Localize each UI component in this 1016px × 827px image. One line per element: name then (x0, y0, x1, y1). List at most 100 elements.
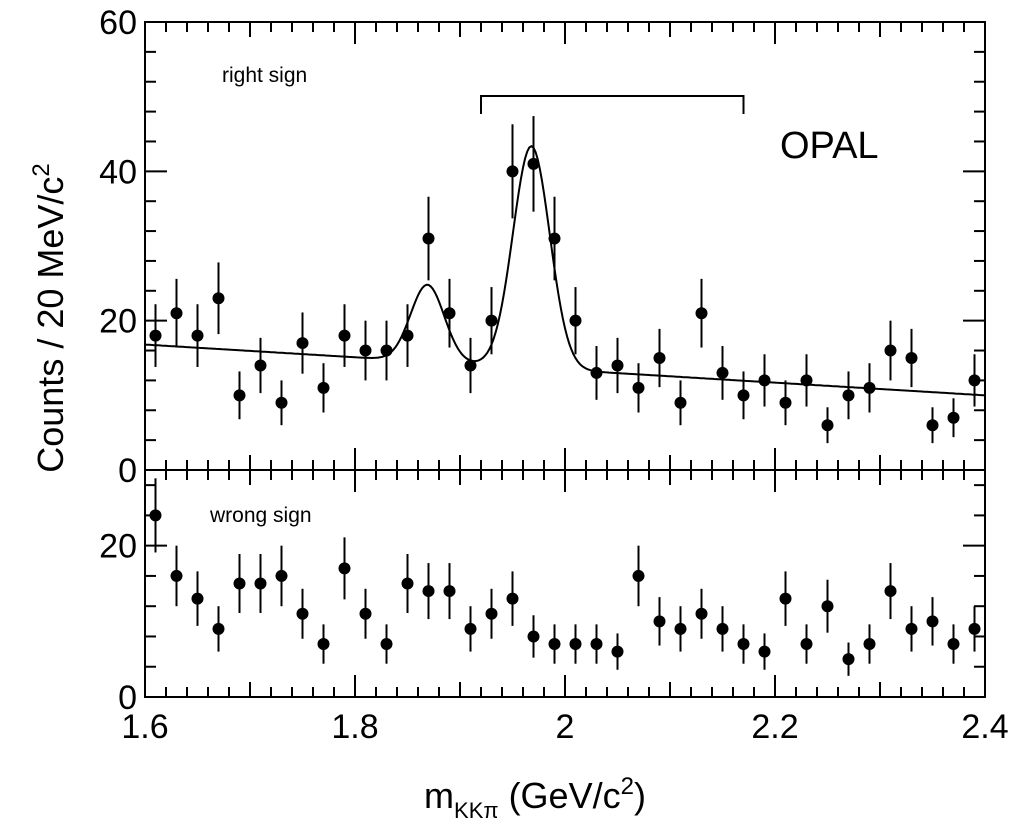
y-tick-label: 0 (118, 452, 137, 490)
y-tick-label: 40 (99, 153, 137, 191)
data-point (170, 569, 183, 582)
data-point (758, 645, 771, 658)
wrong-sign-label: wrong sign (209, 504, 312, 527)
data-point (653, 352, 666, 364)
data-point (359, 607, 372, 620)
axis-titles: Counts / 20 MeV/c2 mKKπ (GeV/c2) (28, 163, 646, 823)
right-sign-label: right sign (222, 64, 307, 87)
data-point (968, 622, 981, 635)
x-axis-title-rest: (GeV/c (499, 775, 621, 816)
data-point (443, 307, 456, 320)
data-point (632, 569, 645, 582)
data-point (842, 389, 855, 402)
panel-frames (144, 21, 986, 698)
data-point (380, 344, 393, 357)
chart-labels: right sign wrong sign OPAL (209, 64, 879, 527)
data-point (716, 622, 729, 635)
data-point (296, 337, 309, 350)
x-tick-label: 1.6 (121, 708, 168, 746)
data-point (275, 569, 288, 582)
data-point (191, 592, 204, 605)
x-tick-label: 1.8 (331, 708, 378, 746)
data-point (569, 638, 582, 651)
data-point (842, 653, 855, 666)
data-point (296, 607, 309, 620)
x-tick-label: 2 (556, 708, 575, 746)
data-point (695, 307, 708, 320)
panel-frame (144, 21, 986, 471)
data-point (632, 381, 645, 394)
data-point (317, 638, 330, 651)
data-point (821, 419, 834, 432)
fit-curve-layer (144, 95, 986, 397)
data-point (737, 638, 750, 651)
data-point (464, 359, 477, 372)
data-point (590, 638, 603, 651)
data-point (338, 329, 351, 342)
x-axis-title: mKKπ (GeV/c2) (424, 773, 646, 823)
data-point (212, 292, 225, 305)
x-axis-title-close: ) (634, 775, 646, 816)
data-points-layer (149, 116, 981, 676)
data-point (359, 344, 372, 357)
data-point (800, 638, 813, 651)
data-point (506, 165, 519, 178)
data-point (716, 366, 729, 379)
data-point (968, 374, 981, 387)
data-point (464, 622, 477, 635)
data-point (149, 329, 162, 342)
y-axis-title-main: Counts / 20 MeV/c (30, 177, 71, 473)
data-point (527, 157, 540, 170)
experiment-label: OPAL (780, 125, 879, 167)
data-point (338, 562, 351, 575)
data-point (443, 585, 456, 598)
x-tick-label: 2.4 (961, 708, 1008, 746)
data-point (170, 307, 183, 320)
data-point (905, 352, 918, 364)
x-axis-title-sub: KKπ (454, 798, 499, 823)
data-point (422, 232, 435, 245)
data-point (674, 396, 687, 409)
signal-window-bracket (480, 95, 745, 114)
x-axis-title-main: m (424, 775, 454, 816)
data-point (317, 381, 330, 394)
y-tick-label: 20 (99, 528, 137, 566)
data-point (674, 622, 687, 635)
data-point (653, 615, 666, 628)
data-point (548, 232, 561, 245)
data-point (863, 638, 876, 651)
data-point (254, 359, 267, 372)
data-point (191, 329, 204, 342)
data-point (779, 396, 792, 409)
data-point (401, 577, 414, 590)
axis-ticks: 0 20 40 60 0 20 1.6 1.8 2 2.2 2.4 (99, 4, 1008, 746)
data-point (548, 638, 561, 651)
data-point (569, 314, 582, 327)
data-point (233, 389, 246, 402)
data-point (926, 615, 939, 628)
data-point (884, 344, 897, 357)
data-point (233, 577, 246, 590)
data-point (149, 509, 162, 522)
data-point (401, 329, 414, 342)
data-point (527, 630, 540, 643)
y-tick-label: 60 (99, 4, 137, 42)
data-point (926, 419, 939, 432)
data-point (485, 314, 498, 327)
data-point (422, 585, 435, 598)
data-point (611, 359, 624, 372)
y-tick-label: 0 (118, 679, 137, 717)
data-point (254, 577, 267, 590)
y-axis-title-sup: 2 (28, 163, 55, 176)
fit-curve (144, 144, 986, 397)
y-tick-label: 20 (99, 303, 137, 341)
data-point (905, 622, 918, 635)
data-point (947, 638, 960, 651)
x-axis-title-sup: 2 (621, 773, 634, 800)
data-point (380, 638, 393, 651)
data-point (947, 411, 960, 424)
data-point (506, 592, 519, 605)
x-tick-label: 2.2 (751, 708, 798, 746)
data-point (275, 396, 288, 409)
